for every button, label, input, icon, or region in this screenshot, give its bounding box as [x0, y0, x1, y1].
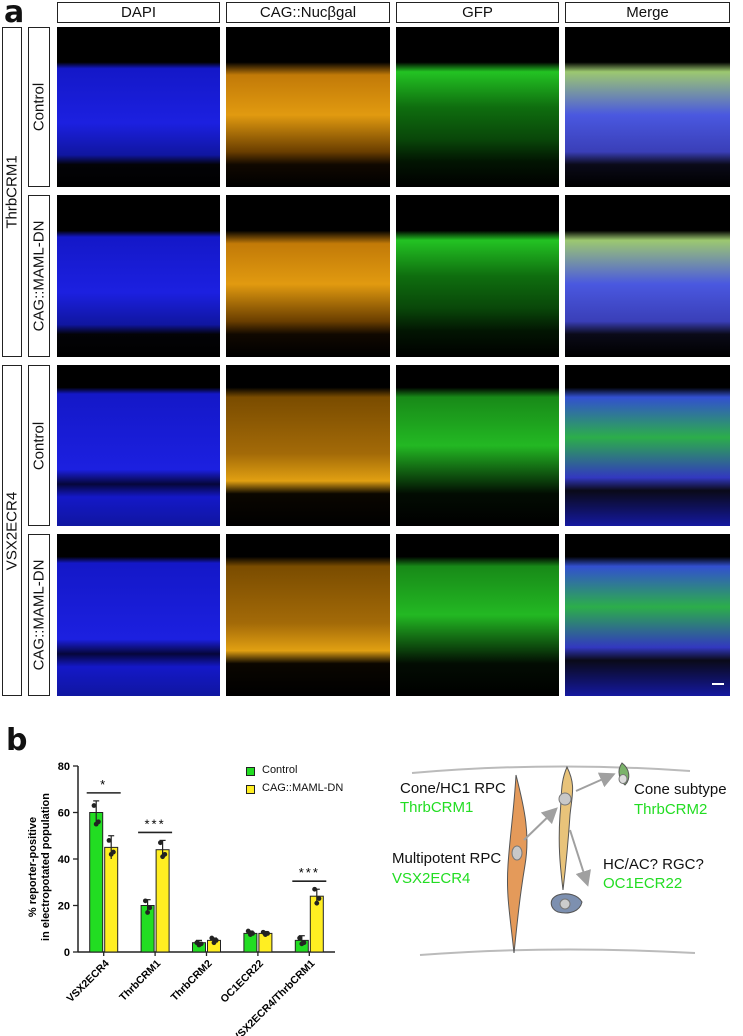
data-point [91, 803, 97, 808]
data-point [314, 900, 320, 906]
micrograph-merge-row1 [565, 27, 730, 187]
micrograph-nucbgal-row1 [226, 27, 390, 187]
micrograph-dapi-row4 [57, 534, 220, 696]
apical-surface-line [411, 765, 691, 774]
data-point [158, 840, 163, 846]
data-point [312, 886, 317, 892]
significance-label: *** [299, 865, 320, 880]
panel-b-letter: b [6, 723, 28, 758]
column-header-dapi: DAPI [57, 2, 220, 23]
diagram-label-cone-hc1-rpc: Cone/HC1 RPC [400, 780, 506, 797]
legend-swatch-mamldn [246, 785, 255, 794]
micrograph-dapi-row3 [57, 365, 220, 526]
cone-hc1-rpc-cell [558, 765, 574, 891]
row-label-text: CAG::MAML-DN [30, 559, 48, 671]
data-point [250, 931, 256, 936]
row-label-thrbcrm1-mamldn: CAG::MAML-DN [28, 195, 50, 357]
group-label-thrbcrm1: ThrbCRM1 [2, 27, 22, 357]
y-tick-label: 40 [58, 854, 70, 866]
micrograph-gfp-row3 [396, 365, 559, 526]
bar [89, 812, 104, 953]
row-label-thrbcrm1-control: Control [28, 27, 50, 187]
micrograph-nucbgal-row3 [226, 365, 390, 526]
data-point [143, 898, 148, 904]
multipotent-rpc-cell [506, 774, 528, 954]
column-header-merge: Merge [565, 2, 730, 23]
group-label-text: VSX2ECR4 [3, 491, 21, 570]
micrograph-nucbgal-row2 [226, 195, 390, 357]
chart-marks: ******* [86, 777, 327, 953]
x-tick-label: VSX2ECR4 [65, 958, 112, 1005]
significance-label: * [100, 777, 107, 792]
data-point [265, 931, 270, 936]
diagram-label-cone-subtype: Cone subtype [634, 781, 727, 798]
micrograph-merge-row4 [565, 534, 730, 696]
y-tick-label: 0 [64, 947, 70, 959]
column-header-gfp: GFP [396, 2, 559, 23]
micrograph-nucbgal-row4 [226, 534, 390, 696]
y-tick-label: 80 [58, 761, 70, 773]
legend-swatch-control [246, 767, 255, 776]
y-axis-label-line1: % reporter-positive [27, 817, 39, 917]
basal-surface-line [419, 948, 696, 956]
x-tick-label: ThrbCRM2 [169, 958, 215, 1004]
diagram-reporter-thrbcrm1: ThrbCRM1 [400, 799, 474, 816]
diagram-reporter-oc1ecr22: OC1ECR22 [603, 875, 683, 892]
data-point [198, 941, 204, 947]
arrow-to-hc-ac-rgc [569, 829, 591, 887]
row-label-text: CAG::MAML-DN [30, 220, 48, 332]
row-label-vsx2ecr4-control: Control [28, 365, 50, 526]
data-point [213, 937, 219, 943]
y-axis-label-line2: in electropotated population [40, 793, 52, 941]
arrow-to-cone-subtype [575, 772, 616, 792]
bar [104, 846, 119, 953]
data-point [145, 910, 151, 915]
diagram-reporter-thrbcrm2: ThrbCRM2 [634, 801, 708, 818]
x-tick-label: VSX2ECR4/ThrbCRM1 [231, 958, 318, 1036]
cone-hc1-rpc-nucleus [558, 792, 572, 806]
hc-ac-rgc-nucleus [559, 898, 571, 910]
significance-label: *** [145, 816, 166, 831]
micrograph-dapi-row2 [57, 195, 220, 357]
bar [155, 849, 170, 953]
micrograph-gfp-row4 [396, 534, 559, 696]
diagram-reporter-vsx2ecr4: VSX2ECR4 [392, 870, 471, 887]
micrograph-gfp-row2 [396, 195, 559, 357]
micrograph-gfp-row1 [396, 27, 559, 187]
x-tick-label: OC1ECR22 [218, 958, 266, 1006]
cone-subtype-nucleus [618, 774, 628, 784]
data-point [96, 819, 101, 825]
data-point [301, 940, 307, 946]
micrograph-merge-row3 [565, 365, 730, 526]
bar-chart: 0 20 40 60 80 VSX2ECR4 ThrbCRM1 ThrbCRM2 OC1ECR2… [27, 761, 335, 1036]
panel-a-letter: a [4, 0, 25, 30]
group-label-text: ThrbCRM1 [3, 155, 21, 229]
data-point [111, 849, 116, 855]
y-tick-label: 20 [58, 901, 70, 913]
data-point [316, 896, 322, 901]
legend-label-control: Control [262, 764, 298, 776]
legend-label-mamldn: CAG::MAML-DN [262, 782, 344, 794]
group-label-vsx2ecr4: VSX2ECR4 [2, 365, 22, 696]
scale-bar [712, 683, 724, 685]
x-tick-label: ThrbCRM1 [117, 958, 163, 1004]
data-point [106, 838, 112, 843]
data-point [209, 935, 215, 941]
row-label-vsx2ecr4-mamldn: CAG::MAML-DN [28, 534, 50, 696]
data-point [297, 935, 302, 941]
lineage-diagram [411, 762, 696, 956]
micrograph-merge-row2 [565, 195, 730, 357]
multipotent-rpc-nucleus [511, 845, 523, 861]
micrograph-dapi-row1 [57, 27, 220, 187]
row-label-text: Control [30, 421, 48, 470]
column-header-nucbgal: CAG::Nucβgal [226, 2, 390, 23]
y-tick-label: 60 [58, 808, 70, 820]
data-point [162, 851, 168, 857]
diagram-label-multipotent-rpc: Multipotent RPC [392, 850, 502, 867]
diagram-label-hc-ac-rgc: HC/AC? RGC? [603, 856, 704, 873]
row-label-text: Control [30, 82, 48, 132]
data-point [147, 905, 153, 911]
data-point [245, 928, 251, 934]
arrow-multipotent-to-cone-hc1 [523, 807, 558, 841]
